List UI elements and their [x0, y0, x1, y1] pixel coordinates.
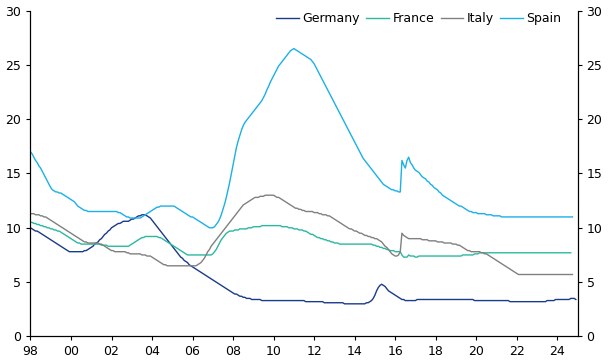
- France: [400, 255, 407, 259]
- France: [412, 255, 419, 259]
- Germany: [27, 226, 34, 230]
- Italy: [305, 209, 313, 214]
- Spain: [274, 67, 281, 71]
- Spain: [235, 139, 242, 143]
- Spain: [393, 189, 401, 193]
- Germany: [106, 228, 114, 232]
- Italy: [569, 272, 576, 277]
- Germany: [175, 253, 182, 257]
- France: [266, 223, 274, 228]
- Spain: [569, 215, 576, 219]
- Germany: [341, 302, 348, 306]
- Line: France: France: [30, 222, 571, 257]
- France: [27, 220, 34, 225]
- Germany: [398, 297, 406, 302]
- Line: Spain: Spain: [30, 48, 573, 228]
- Spain: [307, 57, 314, 62]
- Germany: [572, 297, 579, 302]
- Italy: [27, 211, 34, 216]
- France: [351, 242, 358, 246]
- Line: Germany: Germany: [30, 215, 576, 304]
- Italy: [162, 262, 169, 267]
- Italy: [515, 272, 522, 277]
- Germany: [138, 213, 145, 217]
- Germany: [439, 297, 446, 302]
- Germany: [542, 300, 549, 304]
- France: [137, 237, 144, 241]
- Legend: Germany, France, Italy, Spain: Germany, France, Italy, Spain: [272, 7, 567, 30]
- Italy: [274, 195, 281, 199]
- France: [515, 250, 522, 255]
- Spain: [290, 46, 297, 51]
- Spain: [83, 208, 90, 213]
- Italy: [233, 211, 240, 216]
- Spain: [162, 204, 169, 208]
- Spain: [27, 150, 34, 154]
- Spain: [206, 226, 213, 230]
- Germany: [493, 298, 500, 303]
- France: [567, 250, 575, 255]
- France: [366, 242, 373, 246]
- Italy: [392, 254, 399, 258]
- Line: Italy: Italy: [30, 195, 573, 274]
- Italy: [83, 240, 90, 244]
- Italy: [261, 193, 269, 197]
